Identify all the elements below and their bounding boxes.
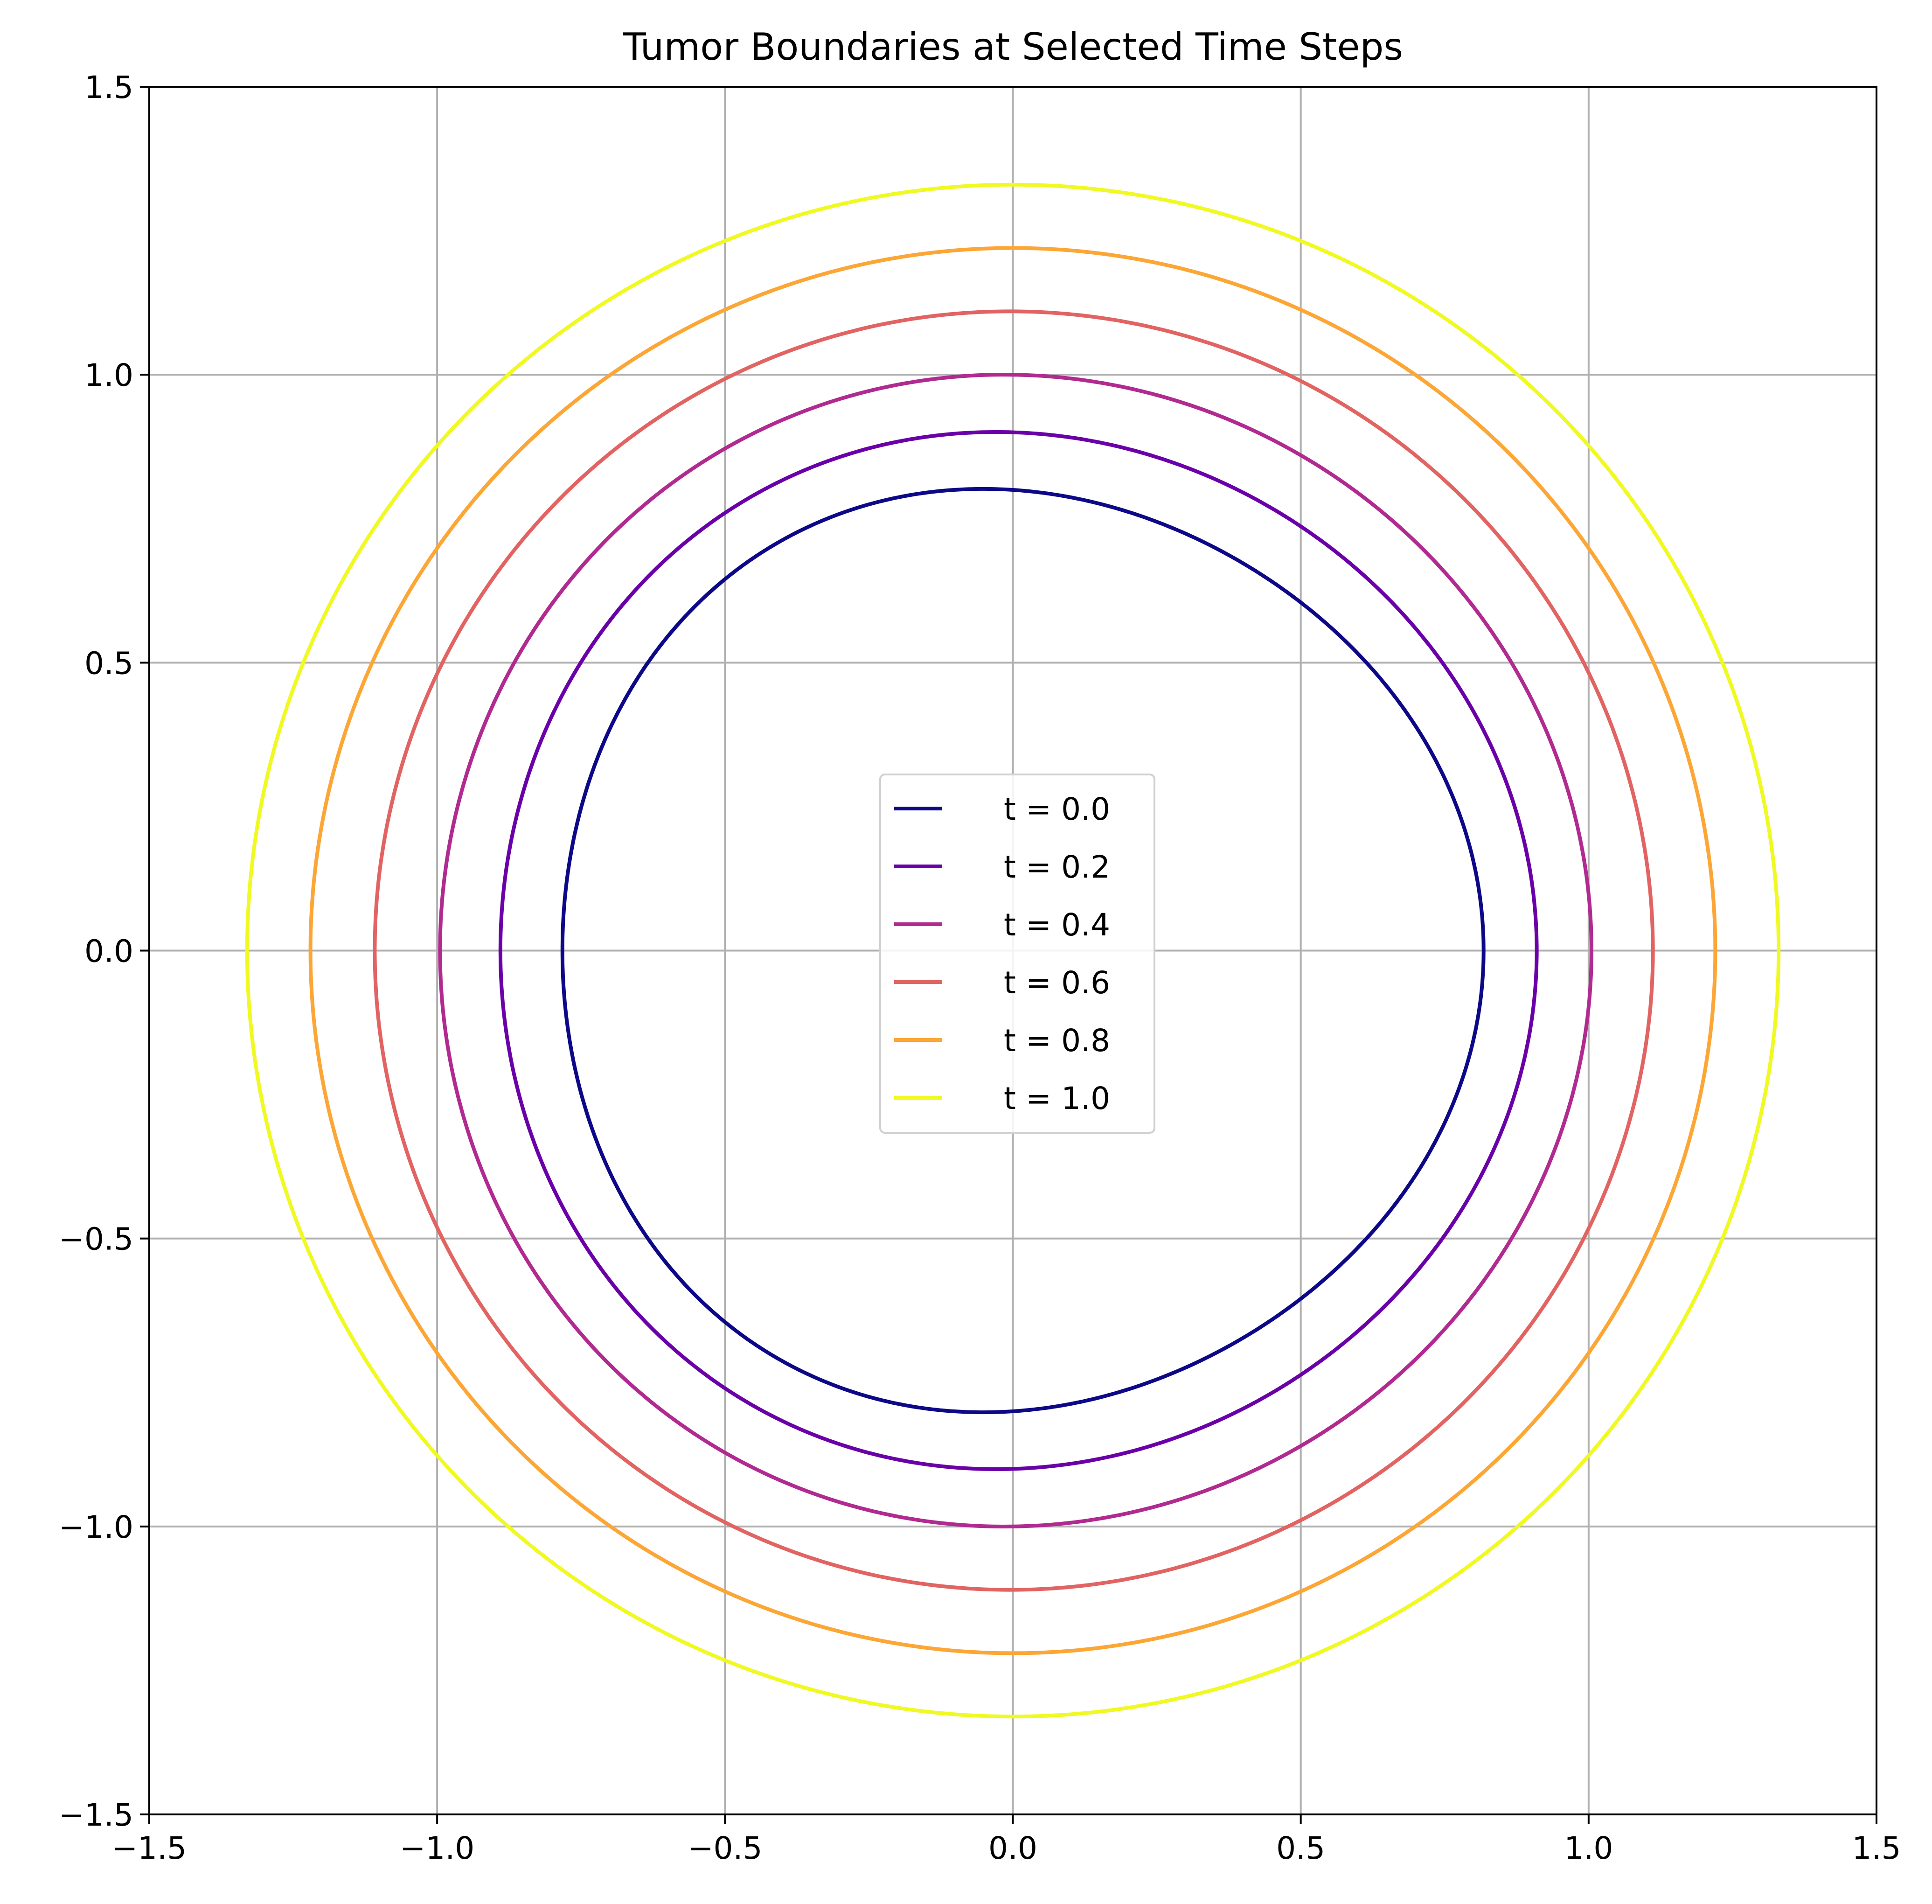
y-tick-label-1: −1.0 bbox=[59, 1509, 133, 1545]
legend: t = 0.0 t = 0.2 t = 0.4 t = 0.6 t = 0.8 t = 1… bbox=[879, 774, 1155, 1134]
legend-label-2: t = 0.4 bbox=[1004, 907, 1110, 943]
x-tick-label-2: −0.5 bbox=[688, 1830, 762, 1866]
x-tick-label-5: 1.0 bbox=[1564, 1830, 1613, 1866]
y-tick-label-4: 0.5 bbox=[84, 645, 133, 681]
y-tick-label-0: −1.5 bbox=[59, 1797, 133, 1833]
chart-title: Tumor Boundaries at Selected Time Steps bbox=[623, 25, 1403, 69]
y-tick-label-5: 1.0 bbox=[84, 357, 133, 393]
x-tick-label-1: −1.0 bbox=[400, 1830, 474, 1866]
x-tick-label-0: −1.5 bbox=[112, 1830, 187, 1866]
x-tick-label-4: 0.5 bbox=[1276, 1830, 1325, 1866]
x-tick-label-6: 1.5 bbox=[1852, 1830, 1901, 1866]
series-curve-0 bbox=[560, 487, 1486, 1415]
axis-ticks: −1.5 −1.0 −0.5 0.0 0.5 1.0 1.5 −1.5 −1.0 −0.5 0.0 0… bbox=[59, 70, 1901, 1866]
series-curve-2 bbox=[438, 372, 1593, 1529]
y-tick-label-3: 0.0 bbox=[84, 934, 133, 969]
legend-label-3: t = 0.6 bbox=[1004, 965, 1110, 1001]
series-curve-1 bbox=[498, 430, 1539, 1471]
legend-label-0: t = 0.0 bbox=[1004, 791, 1110, 827]
legend-label-1: t = 0.2 bbox=[1004, 849, 1110, 885]
legend-label-4: t = 0.8 bbox=[1004, 1023, 1110, 1059]
x-tick-label-3: 0.0 bbox=[988, 1830, 1037, 1866]
series-curve-3 bbox=[373, 309, 1655, 1592]
legend-box bbox=[879, 774, 1155, 1134]
series-curve-4 bbox=[308, 246, 1717, 1655]
series-curves bbox=[245, 182, 1781, 1719]
series-curve-5 bbox=[245, 182, 1781, 1719]
y-tick-label-2: −0.5 bbox=[59, 1221, 133, 1257]
legend-label-5: t = 1.0 bbox=[1004, 1081, 1110, 1116]
y-tick-label-6: 1.5 bbox=[84, 70, 133, 105]
